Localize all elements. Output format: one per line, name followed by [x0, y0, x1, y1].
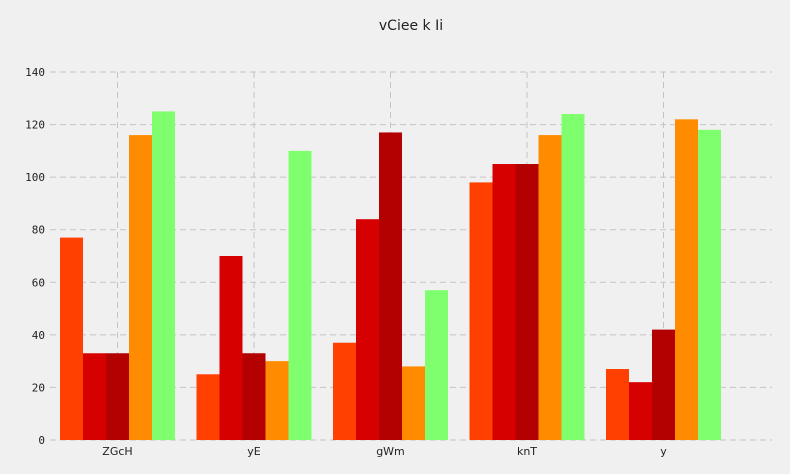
bar-ZGcH-3 [106, 353, 129, 440]
bar-gWm-4 [402, 366, 425, 440]
y-tick-label: 60 [32, 276, 45, 289]
y-tick-label: 80 [32, 224, 45, 237]
bar-y-2 [629, 382, 652, 440]
x-category-label: gWm [376, 445, 405, 458]
x-category-label: y [660, 445, 667, 458]
bar-yE-1 [196, 374, 220, 440]
bar-ZGcH-4 [129, 135, 152, 441]
bar-knT-4 [538, 135, 562, 441]
y-tick-label: 0 [38, 434, 45, 447]
y-tick-label: 120 [25, 119, 45, 132]
bar-knT-2 [492, 164, 516, 440]
y-tick-label: 100 [25, 171, 45, 184]
x-axis-labels: ZGcH yE gWm knT y [102, 445, 667, 458]
x-category-label: ZGcH [102, 445, 132, 458]
bar-knT-3 [515, 164, 539, 440]
bar-gWm-5 [425, 290, 448, 440]
bar-ZGcH-1 [60, 237, 83, 440]
x-category-label: yE [247, 445, 261, 458]
bar-y-5 [698, 129, 721, 441]
bar-y-3 [652, 329, 675, 440]
y-tick-label: 140 [25, 66, 45, 79]
bar-knT-5 [561, 114, 585, 441]
y-tick-label: 40 [32, 329, 45, 342]
bar-ZGcH-5 [152, 111, 175, 440]
bar-yE-4 [265, 361, 289, 440]
bar-yE-5 [288, 150, 312, 440]
y-tick-label: 20 [32, 381, 45, 394]
bar-gWm-1 [333, 342, 356, 440]
bar-y-4 [675, 119, 698, 441]
bar-gWm-3 [379, 132, 402, 440]
y-axis-ticks: 0 20 40 60 80 100 120 140 [25, 66, 45, 447]
bar-y-1 [606, 369, 629, 440]
chart-title: vCiee k Ii [379, 18, 443, 34]
bar-yE-3 [242, 353, 266, 440]
bar-ZGcH-2 [83, 353, 106, 440]
bar-knT-1 [469, 182, 493, 440]
x-category-label: knT [517, 445, 537, 458]
bar-gWm-2 [356, 219, 379, 440]
bars [60, 111, 721, 441]
bar-yE-2 [219, 256, 243, 440]
